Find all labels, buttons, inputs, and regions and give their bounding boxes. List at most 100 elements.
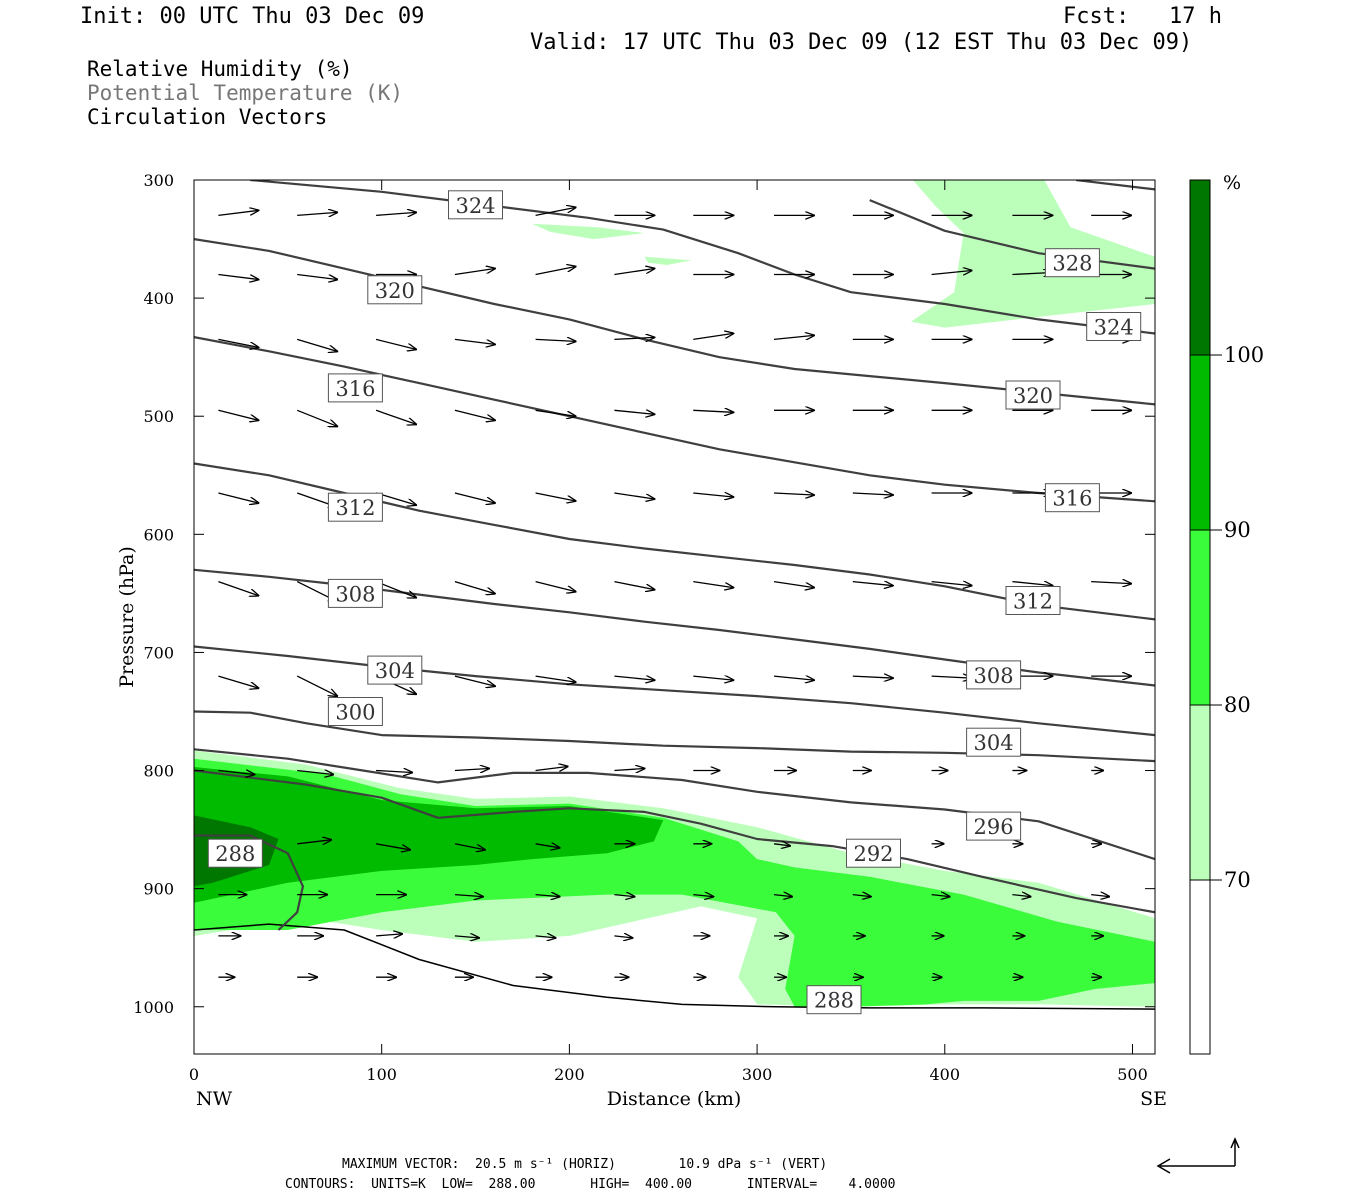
circulation-vector-r6-c8: [852, 676, 893, 678]
theta-contour-288-1: [194, 834, 304, 931]
colorbar-segment-3: [1190, 705, 1210, 880]
circulation-vector-r2-c3: [454, 338, 495, 344]
field-rh-label: Relative Humidity (%): [87, 57, 353, 81]
rh-fill-70-80-2: [644, 256, 692, 265]
theta-contour-292-2: [194, 769, 1155, 914]
circulation-vector-r2-c7: [773, 335, 814, 339]
valid-time: Valid: 17 UTC Thu 03 Dec 09 (12 EST Thu …: [530, 30, 1193, 55]
circulation-vector-r1-c1: [297, 273, 337, 280]
circulation-vector-r7-c5: [614, 769, 644, 771]
circulation-vector-r4-c3: [454, 492, 495, 503]
contour-label-10: 304: [375, 659, 415, 683]
colorbar-frame: [1189, 179, 1211, 1055]
y-tick-label-300: 300: [143, 171, 174, 190]
theta-contour-304-5: [194, 645, 1155, 737]
contour-label-2: 320: [375, 279, 415, 303]
contour-label-15: 292: [853, 842, 893, 866]
circulation-vector-r7-c0: [218, 771, 254, 775]
circulation-vector-r4-c0: [218, 492, 258, 503]
rh-fill-90-100-0: [194, 767, 664, 903]
contour-label-0: 324: [455, 194, 495, 218]
colorbar-level-80: 80: [1224, 693, 1251, 717]
circulation-vector-r4-c7: [773, 493, 814, 495]
circulation-vector-r0-c4: [535, 207, 576, 217]
colorbar-segment-2: [1190, 530, 1210, 705]
circulation-vector-r6-c5: [614, 676, 654, 680]
contour-label-box-17: [806, 985, 862, 1015]
circulation-vector-r5-c7: [773, 580, 814, 588]
circulation-vector-r6-c7: [773, 676, 814, 680]
contour-label-11: 308: [974, 664, 1014, 688]
colorbar-level-100: 100: [1224, 343, 1264, 367]
circulation-vector-r6-c9: [931, 676, 972, 678]
circulation-vector-r3-c5: [614, 410, 654, 414]
contour-label-7: 316: [1052, 487, 1092, 511]
contour-label-14: 296: [974, 815, 1014, 839]
circulation-vector-r6-c1: [296, 675, 337, 696]
circulation-vector-r5-c11: [1091, 582, 1131, 584]
rh-fill-70-80-1: [531, 223, 645, 240]
circulation-vector-r5-c8: [852, 582, 893, 586]
circulation-vector-r9-c3: [454, 895, 483, 897]
circulation-vector-r7-c4: [535, 767, 568, 771]
contour-label-box-14: [966, 811, 1022, 841]
contour-label-box-4: [327, 373, 383, 403]
contour-label-12: 300: [335, 701, 375, 725]
circulation-vector-r4-c5: [614, 492, 654, 499]
contour-label-box-12: [327, 697, 383, 726]
circulation-vector-r7-c2: [376, 771, 412, 773]
circulation-vector-r3-c4: [535, 409, 576, 416]
contour-label-3: 324: [1094, 316, 1134, 340]
circulation-vector-r8-c4: [535, 844, 560, 848]
theta-contour-320-9: [194, 238, 1155, 406]
circulation-vector-r9-c8: [852, 895, 871, 897]
contour-label-box-10: [367, 655, 423, 685]
circulation-vector-r7-c3: [454, 769, 489, 771]
circulation-vector-r0-c0: [218, 210, 258, 217]
contour-label-box-11: [966, 660, 1022, 690]
contour-label-6: 312: [335, 496, 375, 520]
theta-contour-unlabeled-12: [1076, 180, 1155, 191]
theta-contour-296-3: [194, 748, 1155, 861]
circulation-vector-r4-c4: [535, 492, 576, 501]
circulation-vector-r1-c5: [614, 269, 654, 276]
field-theta-label: Potential Temperature (K): [87, 81, 404, 105]
circulation-vector-r9-c9: [931, 895, 950, 897]
circulation-vector-r2-c1: [297, 338, 337, 351]
vector-scale-icon: [1156, 1137, 1240, 1174]
colorbar-level-70: 70: [1224, 868, 1251, 892]
circulation-vector-r1-c0: [218, 273, 258, 280]
forecast-hour: Fcst: 17 h: [1063, 4, 1222, 29]
init-time: Init: 00 UTC Thu 03 Dec 09: [80, 4, 425, 29]
contour-label-box-1: [1044, 248, 1100, 278]
circulation-vector-r2-c5: [614, 337, 654, 339]
contour-label-1: 328: [1052, 252, 1092, 276]
colorbar-level-90: 90: [1224, 518, 1251, 542]
circulation-vector-r9-c6: [693, 895, 713, 897]
contour-label-box-16: [207, 838, 263, 868]
colorbar-segment-4: [1190, 880, 1210, 1054]
y-tick-label-800: 800: [143, 762, 174, 781]
circulation-vector-r5-c0: [218, 580, 258, 596]
circulation-vector-r1-c9: [931, 271, 972, 275]
contour-label-4: 316: [335, 377, 375, 401]
x-tick-label-200: 200: [554, 1065, 585, 1084]
x-tick-label-400: 400: [930, 1065, 961, 1084]
circulation-vector-r5-c10: [1012, 582, 1052, 586]
circulation-vector-r5-c4: [535, 580, 576, 592]
contour-label-5: 320: [1013, 384, 1053, 408]
circulation-vector-r4-c6: [693, 493, 733, 497]
contour-label-box-6: [327, 492, 383, 522]
circulation-vector-r6-c3: [454, 675, 495, 686]
circulation-vector-r10-c2: [376, 934, 402, 936]
contours-note: CONTOURS: UNITS=K LOW= 288.00 HIGH= 400.…: [285, 1177, 896, 1192]
circulation-vector-r9-c10: [1012, 895, 1030, 897]
contour-label-box-13: [966, 727, 1022, 757]
right-end-label: SE: [1140, 1088, 1167, 1110]
circulation-vector-r3-c2: [375, 409, 416, 424]
contour-label-box-5: [1005, 380, 1061, 410]
colorbar-segment-1: [1190, 355, 1210, 530]
colorbar-segment-0: [1190, 180, 1210, 355]
colorbar-unit: %: [1223, 172, 1241, 194]
